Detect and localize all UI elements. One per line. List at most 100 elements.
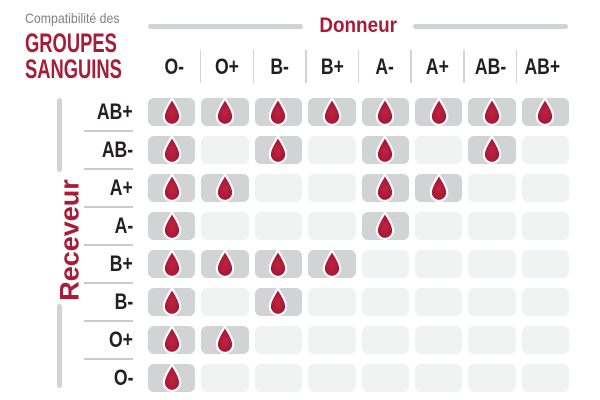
column-header-A+: A+ — [410, 50, 464, 83]
cell-receiver-O+-donor-AB+ — [521, 326, 569, 354]
cell-receiver-B+-donor-O- — [148, 249, 196, 278]
blood-drop-icon — [162, 97, 181, 126]
cell-receiver-O--donor-AB+ — [521, 364, 569, 392]
blood-drop-icon — [375, 173, 395, 202]
cell-receiver-A+-donor-O+ — [201, 173, 249, 202]
cell-receiver-B--donor-A- — [361, 288, 409, 316]
blood-drop-icon — [269, 249, 288, 278]
blood-drop-icon — [429, 173, 448, 202]
cell-receiver-AB--donor-AB- — [468, 135, 516, 164]
cell-receiver-A+-donor-O- — [148, 173, 196, 202]
chart-title: Compatibilité des GROUPES SANGUINS — [25, 10, 168, 84]
cell-receiver-AB+-donor-O+ — [201, 97, 249, 126]
cell-receiver-B--donor-O+ — [201, 288, 249, 316]
cell-receiver-B+-donor-A+ — [414, 250, 463, 278]
cell-receiver-B+-donor-AB+ — [521, 250, 569, 278]
cell-receiver-AB+-donor-AB- — [468, 97, 516, 126]
cell-receiver-A+-donor-A- — [361, 173, 409, 202]
column-header-O+: O+ — [199, 50, 254, 83]
cell-receiver-A+-donor-A+ — [414, 173, 463, 202]
cell-receiver-A+-donor-B- — [254, 174, 303, 202]
cell-receiver-A--donor-A+ — [414, 212, 463, 240]
row-label-text: O+ — [109, 327, 133, 352]
blood-drop-icon — [269, 135, 288, 164]
row-label-B-: B- — [84, 282, 133, 316]
row-label-text: AB- — [101, 137, 133, 162]
column-header-AB+: AB+ — [515, 50, 569, 83]
cell-receiver-O--donor-O- — [148, 363, 196, 392]
cell-receiver-O--donor-O+ — [201, 364, 249, 392]
blood-drop-icon — [162, 135, 181, 164]
donor-axis-header: Donneur — [148, 14, 569, 38]
receiver-axis-label: Receveur — [54, 179, 85, 301]
cell-receiver-AB+-donor-A- — [361, 97, 409, 126]
blood-drop-icon — [162, 287, 181, 316]
donor-header-right-bar — [413, 23, 569, 29]
blood-drop-icon — [162, 363, 181, 392]
row-label-AB+: AB+ — [84, 98, 133, 126]
blood-drop-icon — [215, 249, 235, 278]
column-header-label: B+ — [320, 53, 344, 79]
cell-receiver-O--donor-A- — [361, 364, 409, 392]
row-label-text: A- — [114, 213, 133, 238]
cell-receiver-AB--donor-AB+ — [521, 136, 569, 164]
cell-receiver-B--donor-B+ — [308, 288, 356, 316]
donor-column-headers: O- O+ B- B+ A- A+ AB- AB+ — [148, 50, 569, 83]
blood-drop-icon — [375, 97, 395, 126]
blood-drop-icon — [482, 97, 502, 126]
cell-receiver-B+-donor-O+ — [201, 249, 249, 278]
chart-title-line-1: GROUPES — [25, 28, 117, 58]
cell-receiver-AB--donor-B+ — [308, 136, 356, 164]
cell-receiver-A--donor-B+ — [308, 212, 356, 240]
column-header-label: O+ — [214, 53, 239, 79]
column-header-B+: B+ — [305, 50, 359, 83]
cell-receiver-AB+-donor-A+ — [414, 97, 463, 126]
row-label-A+: A+ — [84, 168, 133, 202]
row-label-O+: O+ — [84, 320, 133, 354]
column-header-label: B- — [270, 53, 289, 79]
donor-header-left-bar — [148, 23, 303, 29]
cell-receiver-AB--donor-O- — [148, 135, 196, 164]
cell-receiver-O+-donor-O- — [148, 325, 196, 354]
blood-drop-icon — [162, 249, 181, 278]
cell-receiver-B+-donor-AB- — [468, 250, 516, 278]
row-label-A-: A- — [84, 206, 133, 240]
cell-receiver-B--donor-B- — [254, 287, 303, 316]
blood-drop-icon — [322, 97, 342, 126]
cell-receiver-AB+-donor-B+ — [308, 97, 356, 126]
column-header-label: AB+ — [524, 53, 561, 79]
compatibility-matrix — [148, 97, 569, 392]
blood-drop-icon — [215, 173, 235, 202]
cell-receiver-A+-donor-B+ — [308, 174, 356, 202]
cell-receiver-B--donor-AB- — [468, 288, 516, 316]
blood-drop-icon — [215, 97, 235, 126]
cell-receiver-B+-donor-B+ — [308, 249, 356, 278]
cell-receiver-AB+-donor-O- — [148, 97, 196, 126]
cell-receiver-AB--donor-B- — [254, 135, 303, 164]
cell-receiver-B+-donor-B- — [254, 249, 303, 278]
cell-receiver-A--donor-AB- — [468, 212, 516, 240]
cell-receiver-A--donor-AB+ — [521, 212, 569, 240]
row-label-text: O- — [113, 365, 133, 390]
cell-receiver-A--donor-A- — [361, 211, 409, 240]
blood-drop-icon — [215, 325, 235, 354]
row-label-text: B+ — [110, 251, 133, 276]
cell-receiver-A--donor-B- — [254, 212, 303, 240]
cell-receiver-O+-donor-O+ — [201, 325, 249, 354]
blood-drop-icon — [269, 97, 288, 126]
column-header-AB-: AB- — [463, 50, 517, 83]
row-label-text: AB+ — [97, 99, 133, 124]
column-header-B-: B- — [252, 50, 306, 83]
row-label-text: B- — [114, 289, 133, 314]
blood-drop-icon — [322, 249, 342, 278]
column-header-A-: A- — [357, 50, 412, 83]
chart-title-line-2: SANGUINS — [25, 54, 122, 84]
column-header-label: A+ — [425, 53, 449, 79]
column-header-O-: O- — [148, 50, 201, 83]
cell-receiver-A--donor-O- — [148, 211, 196, 240]
blood-drop-icon — [269, 287, 288, 316]
column-header-label: O- — [164, 53, 185, 79]
receiver-row-labels: AB+ AB- A+ A- B+ B- O+ O- — [84, 98, 133, 392]
blood-drop-icon — [375, 211, 395, 240]
